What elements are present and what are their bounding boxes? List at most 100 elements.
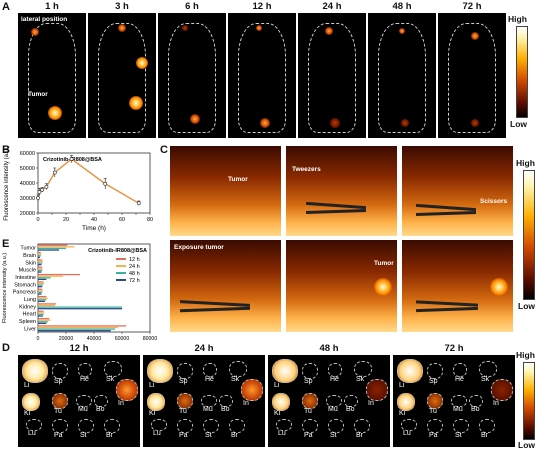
organ-bo: [344, 395, 358, 407]
y-tick-label: 20000: [20, 211, 35, 217]
panel-d-time-label: 12 h: [69, 343, 89, 354]
organ-label: Br: [356, 432, 363, 439]
organ-label: Tu: [304, 408, 312, 415]
bar: [38, 315, 43, 317]
x-tick-label: 0: [36, 217, 39, 223]
panel-c-letter: C: [160, 144, 168, 156]
bar: [38, 328, 115, 330]
organ-pa: [427, 419, 443, 433]
category-label: Pancreas: [13, 290, 36, 296]
panel-a-time-label: 3 h: [115, 1, 129, 12]
panel-a-mouse-image: [88, 13, 156, 138]
organ-in: [241, 379, 263, 401]
organ-li: [272, 359, 298, 383]
organ-label: Bo: [471, 406, 480, 413]
organ-label: Ki: [274, 410, 281, 417]
organ-label: Sk: [481, 376, 490, 383]
organ-label: Sp: [54, 378, 63, 385]
organ-ki: [22, 393, 40, 411]
panel-a-time-label: 24 h: [322, 1, 342, 12]
organ-label: Pa: [304, 432, 313, 439]
organ-label: In: [118, 400, 124, 407]
organ-label: Lu: [403, 430, 411, 437]
organ-label: Sk: [231, 376, 240, 383]
panel-a-mouse-image: [438, 13, 506, 138]
panel-a-mouse-image: [228, 13, 296, 138]
organ-label: In: [368, 400, 374, 407]
bar: [38, 310, 44, 312]
bar: [38, 260, 43, 263]
panel-d-time-label: 48 h: [319, 343, 339, 354]
organ-label: Bo: [96, 406, 105, 413]
colorbar-c-high: High: [516, 158, 535, 168]
data-point: [37, 190, 42, 194]
organ-lu: [401, 419, 417, 431]
bar: [38, 319, 51, 321]
x-axis-label: Time (h): [82, 225, 106, 232]
legend-entry: 24 h: [129, 264, 140, 270]
bar: [38, 317, 50, 320]
organ-bo: [469, 395, 483, 407]
bar: [38, 278, 47, 281]
tumor-label-a: Tumor: [28, 91, 48, 98]
category-label: Intestine: [15, 275, 36, 281]
bar: [38, 277, 51, 279]
bar: [38, 321, 48, 323]
organ-ki: [397, 393, 415, 411]
organ-label: Lu: [28, 430, 36, 437]
panel-c-image-5: Tumor: [286, 240, 397, 332]
organ-bo: [219, 395, 233, 407]
organ-label: Li: [149, 382, 155, 389]
panel-a-time-label: 6 h: [185, 1, 199, 12]
bar: [38, 273, 80, 276]
bar: [38, 275, 64, 277]
category-label: Stomach: [14, 282, 36, 288]
x-tick-label: 80: [147, 217, 153, 223]
category-label: Skin: [25, 260, 36, 266]
organ-label: Tu: [429, 408, 437, 415]
organ-mu: [451, 395, 467, 407]
organ-br: [479, 419, 495, 433]
x-tick-label: 0: [37, 336, 40, 342]
label-tweezers: Tweezers: [292, 166, 321, 173]
category-label: Liver: [24, 326, 36, 332]
organ-label: Tu: [179, 408, 187, 415]
legend-title: Crizotinib-IR808@BSA: [88, 248, 147, 254]
organ-tu: [302, 393, 318, 409]
organ-label: Br: [481, 432, 488, 439]
bar: [38, 299, 47, 301]
organ-label: He: [205, 376, 214, 383]
organ-label: Br: [106, 432, 113, 439]
organ-li: [397, 359, 423, 383]
organ-tu: [177, 393, 193, 409]
organ-label: Sp: [304, 378, 313, 385]
organ-label: St: [455, 432, 462, 439]
bar: [38, 325, 127, 327]
x-tick-label: 60000: [115, 336, 130, 342]
legend-entry: 48 h: [129, 271, 140, 277]
organ-he: [328, 363, 342, 377]
organ-label: Ki: [149, 410, 156, 417]
organ-br: [104, 419, 120, 433]
category-label: Lung: [24, 297, 36, 303]
colorbar-a-low: Low: [510, 119, 527, 129]
bar: [38, 246, 75, 248]
legend-entry: 72 h: [129, 278, 140, 284]
organ-st: [328, 419, 344, 433]
organ-pa: [52, 419, 68, 433]
category-label: Spleen: [19, 319, 36, 325]
x-tick-label: 40000: [87, 336, 102, 342]
organ-ki: [272, 393, 290, 411]
organ-label: Li: [399, 382, 405, 389]
label-exposure-tumor: Exposure tumor: [174, 244, 224, 251]
organ-label: In: [243, 400, 249, 407]
bar: [38, 264, 42, 266]
bar: [38, 288, 43, 290]
organ-li: [147, 359, 173, 383]
organ-label: Pa: [179, 432, 188, 439]
panel-a-mouse-image: [368, 13, 436, 138]
colorbar-d-high: High: [516, 350, 535, 360]
organ-bo: [94, 395, 108, 407]
organ-sp: [177, 363, 193, 379]
